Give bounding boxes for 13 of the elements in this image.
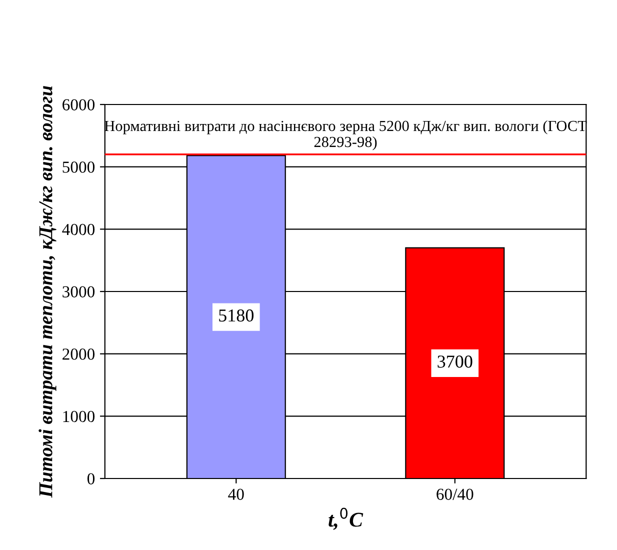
x-tick-label: 60/40 bbox=[436, 488, 474, 500]
y-tick-label: 1000 bbox=[63, 410, 95, 422]
y-tick-label: 0 bbox=[87, 473, 95, 484]
data-label: 3700 bbox=[438, 356, 472, 368]
y-axis-title: Питомі витрати теплоти, кДж/кг вип. вологи bbox=[38, 86, 56, 498]
x-tick-label: 40 bbox=[228, 488, 244, 500]
y-tick-label: 2000 bbox=[62, 348, 95, 360]
x-axis-title: t,$^{0}$C bbox=[328, 508, 364, 530]
y-tick-label: 3000 bbox=[62, 286, 95, 298]
data-label: 5180 bbox=[219, 309, 254, 322]
y-tick-label: 5000 bbox=[62, 162, 95, 173]
y-tick-label: 6000 bbox=[62, 99, 95, 110]
y-tick-label: 4000 bbox=[62, 224, 95, 236]
